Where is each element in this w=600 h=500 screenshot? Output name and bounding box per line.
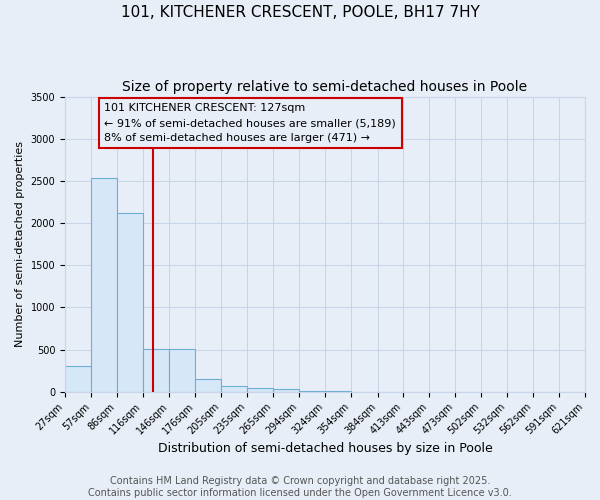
Bar xyxy=(196,379,221,392)
X-axis label: Distribution of semi-detached houses by size in Poole: Distribution of semi-detached houses by … xyxy=(158,442,493,455)
Bar xyxy=(91,178,116,392)
Text: Contains HM Land Registry data © Crown copyright and database right 2025.
Contai: Contains HM Land Registry data © Crown c… xyxy=(88,476,512,498)
Bar xyxy=(65,366,91,392)
Text: 101 KITCHENER CRESCENT: 127sqm
← 91% of semi-detached houses are smaller (5,189): 101 KITCHENER CRESCENT: 127sqm ← 91% of … xyxy=(104,104,396,143)
Text: 101, KITCHENER CRESCENT, POOLE, BH17 7HY: 101, KITCHENER CRESCENT, POOLE, BH17 7HY xyxy=(121,5,479,20)
Bar xyxy=(247,388,274,392)
Bar xyxy=(221,386,247,392)
Y-axis label: Number of semi-detached properties: Number of semi-detached properties xyxy=(15,141,25,347)
Title: Size of property relative to semi-detached houses in Poole: Size of property relative to semi-detach… xyxy=(122,80,527,94)
Bar xyxy=(169,349,196,392)
Bar xyxy=(116,213,143,392)
Bar xyxy=(143,349,169,392)
Bar xyxy=(274,390,299,392)
